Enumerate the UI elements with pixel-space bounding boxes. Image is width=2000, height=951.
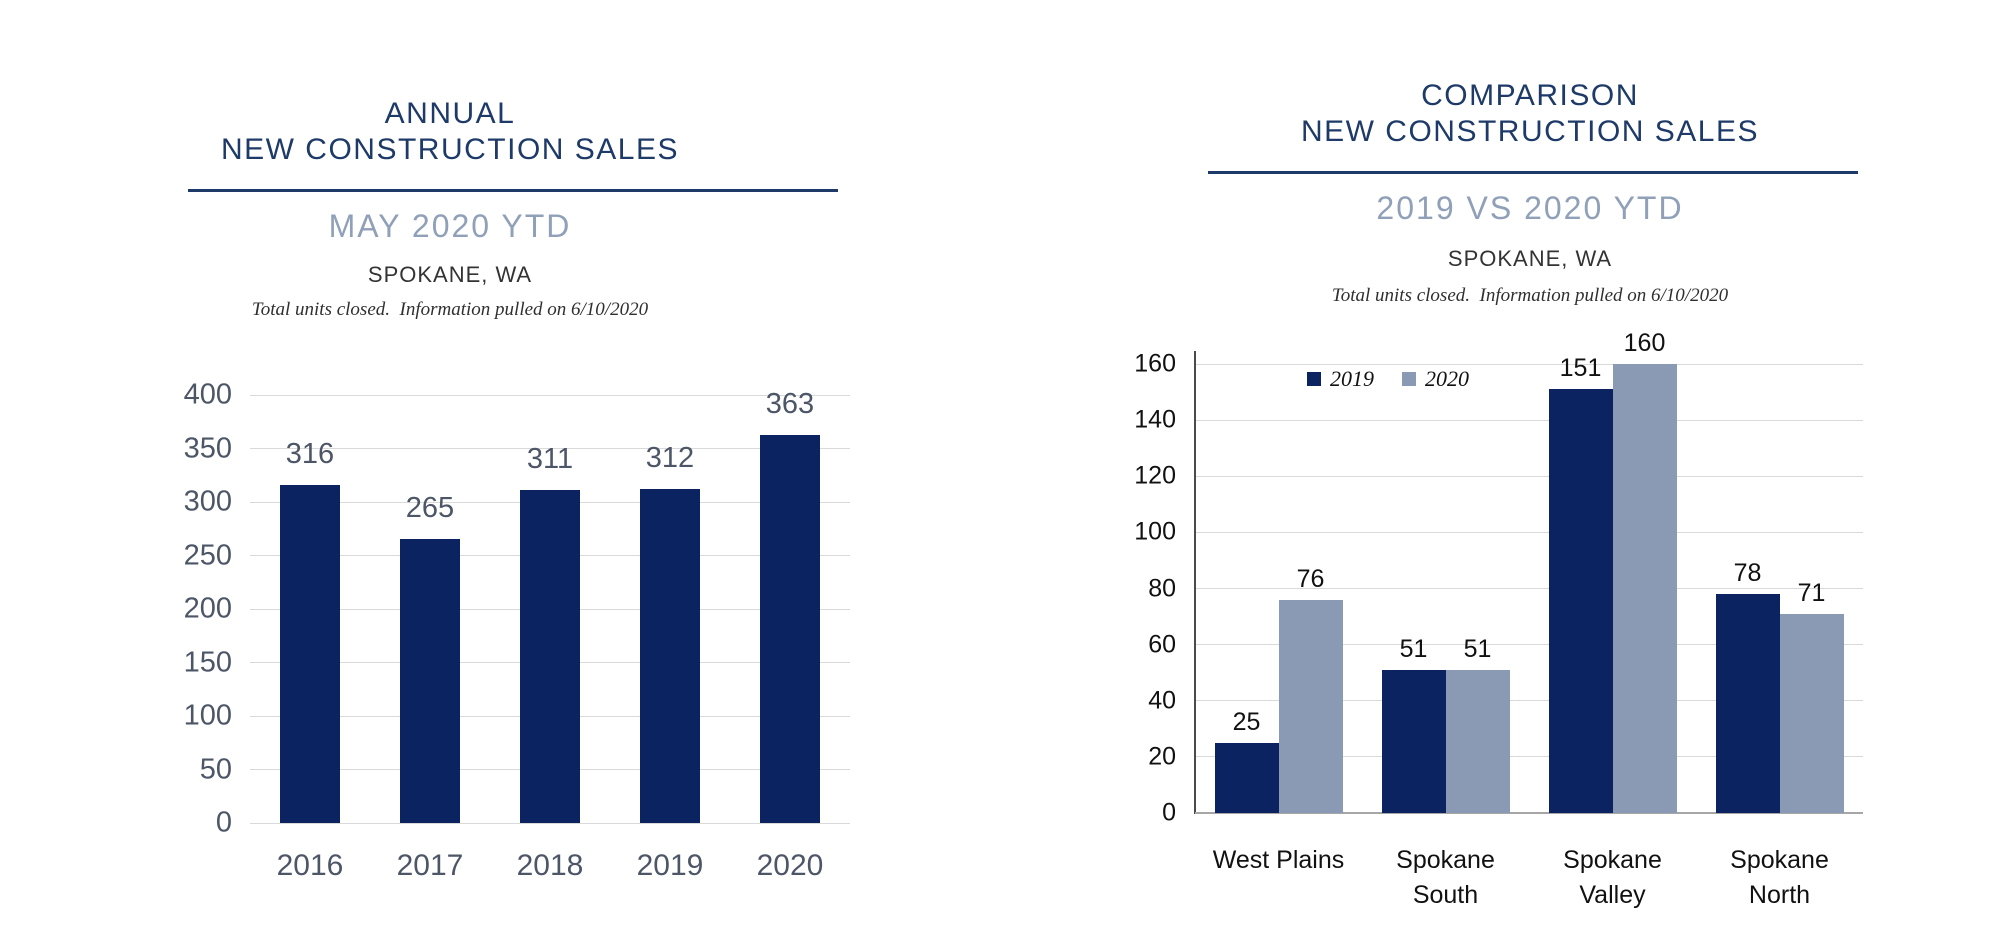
gridline-100 xyxy=(1195,531,1863,533)
bar-2016 xyxy=(280,484,340,823)
bar-2020-west-plains xyxy=(1278,599,1343,813)
legend-item-2019: 2019 xyxy=(1307,368,1374,390)
gridline-60 xyxy=(1195,644,1863,646)
bar-2019-spokane-north-value-label: 78 xyxy=(1733,559,1762,588)
y-tick-label-40: 40 xyxy=(1148,686,1176,715)
y-tick-label-120: 120 xyxy=(1134,461,1176,490)
annual-title-line1: ANNUAL xyxy=(384,97,516,130)
annual-bar-chart: 0 50 100 150 200 250 300 350 400 316 2016 265 2017 31… xyxy=(184,380,850,882)
comparison-location: SPOKANE, WA xyxy=(1447,246,1613,271)
bar-2019-spokane-valley-value-label: 151 xyxy=(1559,354,1602,383)
annual-location: SPOKANE, WA xyxy=(367,262,533,287)
x-category-label-west-plains: West Plains xyxy=(1212,846,1345,874)
x-category-label-spokane-valley: Spokane Valley xyxy=(1563,846,1662,909)
gridline-40 xyxy=(1195,700,1863,702)
legend-label-2020: 2020 xyxy=(1425,366,1469,391)
y-tick-label-160: 160 xyxy=(1134,349,1176,378)
y-tick-label-400: 400 xyxy=(183,378,232,411)
bar-2020-spokane-south xyxy=(1445,669,1510,813)
y-tick-label-80: 80 xyxy=(1148,574,1176,602)
y-tick-label-100: 100 xyxy=(1134,517,1176,546)
bar-2020-spokane-north-value-label: 71 xyxy=(1797,578,1826,607)
y-tick-label-350: 350 xyxy=(183,432,232,464)
x-category-label-2018: 2018 xyxy=(516,849,584,882)
annual-title-line2: NEW CONSTRUCTION SALES xyxy=(220,133,680,166)
bar-2020-spokane-south-value-label: 51 xyxy=(1463,634,1492,663)
y-tick-label-300: 300 xyxy=(183,485,232,518)
comparison-title-line1: COMPARISON xyxy=(1421,79,1639,112)
y-tick-label-20: 20 xyxy=(1148,742,1176,771)
bar-2020-spokane-valley-value-label: 160 xyxy=(1623,329,1666,357)
legend-item-2020: 2020 xyxy=(1402,368,1469,390)
bar-2019 xyxy=(640,489,700,823)
bar-2020-spokane-valley xyxy=(1612,364,1677,813)
gridline-400 xyxy=(250,394,850,396)
y-tick-label-250: 250 xyxy=(183,539,232,571)
gridline-20 xyxy=(1195,756,1863,758)
x-category-label-spokane-north: Spokane North xyxy=(1730,846,1829,909)
y-tick-label-0: 0 xyxy=(1162,798,1176,827)
bar-2018 xyxy=(520,490,580,823)
comparison-grouped-bar-chart: 0 20 40 60 80 100 120 140 160 25 76 West Plains 51 51… xyxy=(1134,331,1863,909)
y-tick-label-100: 100 xyxy=(183,699,232,732)
bar-2019-spokane-valley xyxy=(1548,389,1613,813)
x-axis-line xyxy=(1195,812,1863,814)
y-tick-label-0: 0 xyxy=(215,806,232,839)
bar-2019-west-plains xyxy=(1214,742,1279,813)
bar-2017 xyxy=(400,539,460,823)
x-category-label-2016: 2016 xyxy=(276,849,344,882)
bar-2019-west-plains-value-label: 25 xyxy=(1232,707,1261,736)
annual-title-divider xyxy=(188,189,838,192)
bar-2019-value-label: 312 xyxy=(645,442,695,475)
y-tick-label-60: 60 xyxy=(1148,630,1176,659)
bar-2019-spokane-south-value-label: 51 xyxy=(1399,634,1428,663)
bar-2016-value-label: 316 xyxy=(285,437,335,470)
bar-2020-spokane-north xyxy=(1779,613,1844,813)
bar-2020-west-plains-value-label: 76 xyxy=(1296,564,1325,593)
y-tick-label-200: 200 xyxy=(183,592,232,625)
gridline-80 xyxy=(1195,588,1863,589)
legend-swatch-2019 xyxy=(1307,372,1321,386)
x-category-label-spokane-south: Spokane South xyxy=(1396,846,1495,909)
gridline-120 xyxy=(1195,475,1863,477)
y-axis-line xyxy=(1194,351,1196,814)
gridline-350 xyxy=(250,448,850,449)
gridline-0 xyxy=(250,822,850,824)
legend-swatch-2020 xyxy=(1402,372,1416,386)
y-tick-label-150: 150 xyxy=(183,646,232,678)
annual-note: Total units closed. Information pulled o… xyxy=(251,299,649,320)
annual-subtitle: MAY 2020 YTD xyxy=(328,208,572,244)
bar-2017-value-label: 265 xyxy=(405,492,455,525)
gridline-160 xyxy=(1195,363,1863,365)
x-category-label-2020: 2020 xyxy=(756,849,824,882)
x-category-label-2019: 2019 xyxy=(636,849,704,882)
comparison-title-divider xyxy=(1208,171,1858,174)
bar-2020 xyxy=(760,434,820,823)
bar-2020-value-label: 363 xyxy=(765,387,815,420)
y-tick-label-50: 50 xyxy=(199,753,232,785)
bar-2018-value-label: 311 xyxy=(526,443,574,476)
chart-legend: 2019 2020 xyxy=(1307,368,1469,390)
legend-label-2019: 2019 xyxy=(1330,366,1374,391)
gridline-140 xyxy=(1195,419,1863,421)
bar-2019-spokane-south xyxy=(1381,669,1446,813)
x-category-label-2017: 2017 xyxy=(396,849,464,882)
bar-2019-spokane-north xyxy=(1715,594,1780,813)
comparison-subtitle: 2019 VS 2020 YTD xyxy=(1376,190,1684,226)
comparison-title-line2: NEW CONSTRUCTION SALES xyxy=(1300,115,1760,148)
y-tick-label-140: 140 xyxy=(1134,405,1176,434)
comparison-note: Total units closed. Information pulled o… xyxy=(1331,285,1729,306)
